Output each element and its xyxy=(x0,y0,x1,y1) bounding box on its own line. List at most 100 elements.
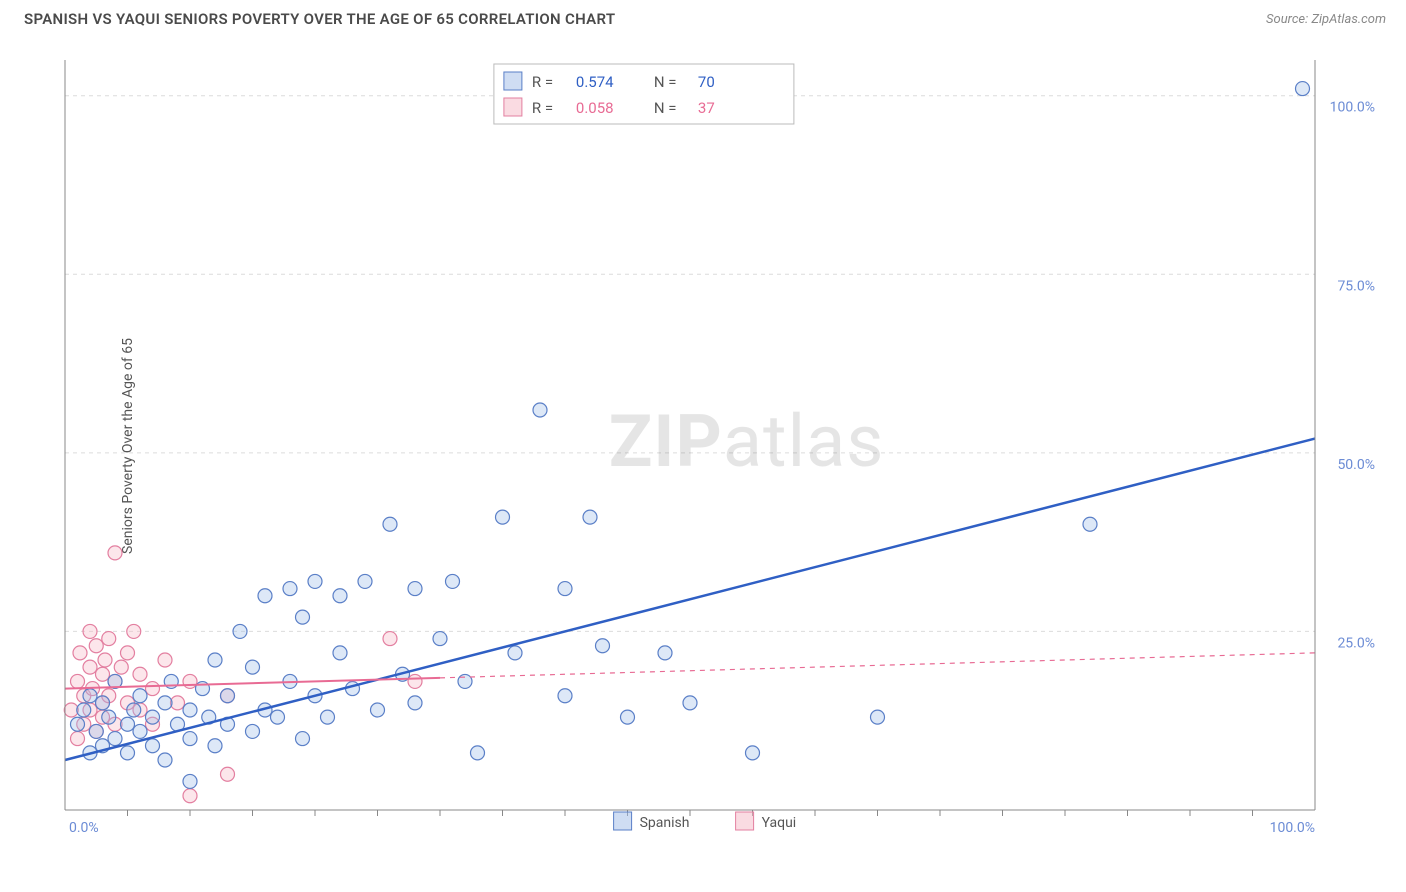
data-point xyxy=(596,639,610,653)
data-point xyxy=(208,653,222,667)
data-point xyxy=(146,682,160,696)
data-point xyxy=(183,732,197,746)
data-point xyxy=(83,624,97,638)
data-point xyxy=(71,674,85,688)
data-point xyxy=(171,696,185,710)
data-point xyxy=(283,582,297,596)
legend-swatch xyxy=(614,812,632,830)
data-point xyxy=(321,710,335,724)
data-point xyxy=(102,710,116,724)
data-point xyxy=(558,582,572,596)
data-point xyxy=(233,624,247,638)
data-point xyxy=(271,710,285,724)
y-tick-label: 50.0% xyxy=(1337,457,1375,473)
data-point xyxy=(208,739,222,753)
chart-area: 25.0% 50.0% 75.0% 100.0% ZIPatlas 0.0% 100.0% R… xyxy=(55,50,1386,852)
data-point xyxy=(221,689,235,703)
data-point xyxy=(71,717,85,731)
data-point xyxy=(83,660,97,674)
data-point xyxy=(333,646,347,660)
y-tick-label: 100.0% xyxy=(1330,100,1375,116)
data-point xyxy=(383,632,397,646)
data-point xyxy=(146,739,160,753)
data-point xyxy=(108,546,122,560)
legend-n-value: 37 xyxy=(698,99,715,117)
legend-r-label: R = xyxy=(532,73,553,91)
data-point xyxy=(158,653,172,667)
data-point xyxy=(121,646,135,660)
data-point xyxy=(221,767,235,781)
x-tick-label: 100.0% xyxy=(1270,820,1315,836)
data-point xyxy=(89,724,103,738)
data-point xyxy=(558,689,572,703)
data-point xyxy=(408,696,422,710)
data-point xyxy=(83,689,97,703)
legend-r-value: 0.058 xyxy=(576,99,614,117)
data-point xyxy=(246,724,260,738)
x-tick-label: 0.0% xyxy=(69,820,99,836)
data-point xyxy=(458,674,472,688)
data-point xyxy=(358,574,372,588)
watermark: ZIPatlas xyxy=(609,399,885,484)
data-point xyxy=(158,696,172,710)
legend-n-label: N = xyxy=(654,73,677,91)
trend-line-yaqui-dash xyxy=(440,653,1315,678)
data-point xyxy=(146,710,160,724)
legend-series-label: Spanish xyxy=(640,815,690,831)
data-point xyxy=(496,510,510,524)
data-point xyxy=(121,746,135,760)
data-point xyxy=(508,646,522,660)
data-point xyxy=(133,667,147,681)
chart-source: Source: ZipAtlas.com xyxy=(1266,12,1386,27)
source-label: Source: xyxy=(1266,12,1311,27)
trend-line-spanish xyxy=(65,439,1315,760)
data-point xyxy=(658,646,672,660)
chart-title: SPANISH VS YAQUI SENIORS POVERTY OVER TH… xyxy=(24,10,615,28)
data-point xyxy=(246,660,260,674)
data-point xyxy=(533,403,547,417)
data-point xyxy=(98,653,112,667)
data-point xyxy=(296,610,310,624)
data-point xyxy=(308,574,322,588)
data-point xyxy=(77,703,91,717)
legend-swatch xyxy=(736,812,754,830)
legend-n-label: N = xyxy=(654,99,677,117)
chart-header: SPANISH VS YAQUI SENIORS POVERTY OVER TH… xyxy=(0,0,1406,34)
data-point xyxy=(183,674,197,688)
data-point xyxy=(683,696,697,710)
data-point xyxy=(114,660,128,674)
data-point xyxy=(183,703,197,717)
data-point xyxy=(333,589,347,603)
data-point xyxy=(408,582,422,596)
legend-r-label: R = xyxy=(532,99,553,117)
data-point xyxy=(108,732,122,746)
data-point xyxy=(133,724,147,738)
data-point xyxy=(183,774,197,788)
data-point xyxy=(102,632,116,646)
legend-swatch xyxy=(504,72,522,90)
data-point xyxy=(583,510,597,524)
data-point xyxy=(96,667,110,681)
data-point xyxy=(158,753,172,767)
legend-n-value: 70 xyxy=(698,73,715,91)
legend-series-label: Yaqui xyxy=(762,815,797,831)
y-tick-label: 75.0% xyxy=(1337,278,1375,294)
data-point xyxy=(383,517,397,531)
source-name: ZipAtlas.com xyxy=(1311,12,1386,27)
scatter-chart: 25.0% 50.0% 75.0% 100.0% ZIPatlas 0.0% 100.0% R… xyxy=(55,50,1385,850)
data-point xyxy=(446,574,460,588)
data-point xyxy=(1083,517,1097,531)
data-point xyxy=(621,710,635,724)
data-point xyxy=(296,732,310,746)
data-point xyxy=(1296,82,1310,96)
data-point xyxy=(133,689,147,703)
data-point xyxy=(871,710,885,724)
data-point xyxy=(96,696,110,710)
data-point xyxy=(89,639,103,653)
data-point xyxy=(258,589,272,603)
data-point xyxy=(408,674,422,688)
legend-swatch xyxy=(504,98,522,116)
data-point xyxy=(73,646,87,660)
y-tick-label: 25.0% xyxy=(1337,635,1375,651)
data-point xyxy=(471,746,485,760)
